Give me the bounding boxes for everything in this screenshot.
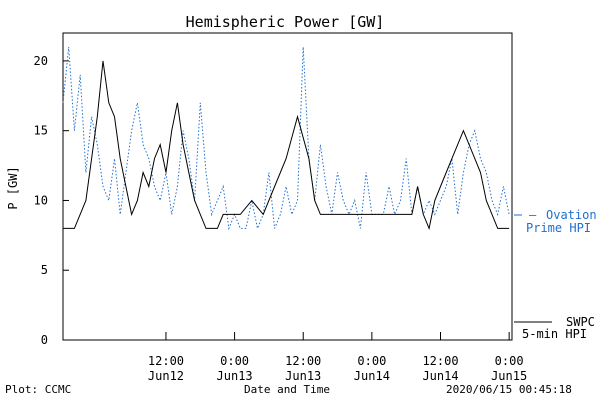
footer-plot-credit: Plot: CCMC	[5, 383, 71, 396]
x-tick-time-label: 0:00	[220, 354, 249, 368]
x-tick-time-label: 12:00	[422, 354, 458, 368]
series-swpc-line	[63, 60, 510, 231]
x-tick-date-label: Jun15	[491, 369, 527, 383]
legend-ovation-label-1: Ovation	[546, 208, 597, 222]
y-tick-label: 10	[34, 193, 48, 207]
y-tick-label: 20	[34, 54, 48, 68]
x-tick-date-label: Jun14	[354, 369, 390, 383]
legend-swpc: SWPC 5-min HPI	[514, 315, 595, 341]
x-tick-date-label: Jun13	[217, 369, 253, 383]
footer-timestamp: 2020/06/15 00:45:18	[446, 383, 572, 396]
legend-swpc-label-2: 5-min HPI	[522, 327, 587, 341]
x-tick-time-label: 12:00	[148, 354, 184, 368]
y-axis-ticks: 0 5 10 15 20	[34, 54, 69, 347]
x-tick-time-label: 12:00	[285, 354, 321, 368]
y-tick-label: 15	[34, 124, 48, 138]
y-tick-label: 5	[41, 263, 48, 277]
x-axis-label: Date and Time	[244, 383, 330, 396]
y-axis-label: P [GW]	[6, 166, 20, 209]
legend-swpc-label-1: SWPC	[566, 315, 595, 329]
plot-area	[62, 32, 513, 341]
x-axis-ticks: 12:00Jun120:00Jun1312:00Jun130:00Jun1412…	[148, 332, 527, 383]
y-tick-label: 0	[41, 333, 48, 347]
plot-frame	[62, 32, 513, 341]
legend-ovation-label-2: Prime HPI	[526, 221, 591, 235]
x-tick-time-label: 0:00	[357, 354, 386, 368]
series-ovation-line	[62, 46, 510, 231]
chart-title: Hemispheric Power [GW]	[186, 13, 385, 31]
legend-ovation: — Ovation Prime HPI	[514, 208, 597, 235]
legend-ovation-dash: —	[529, 208, 537, 222]
x-tick-date-label: Jun13	[285, 369, 321, 383]
x-tick-date-label: Jun14	[422, 369, 458, 383]
series-layer	[62, 46, 510, 231]
x-tick-date-label: Jun12	[148, 369, 184, 383]
x-tick-time-label: 0:00	[495, 354, 524, 368]
